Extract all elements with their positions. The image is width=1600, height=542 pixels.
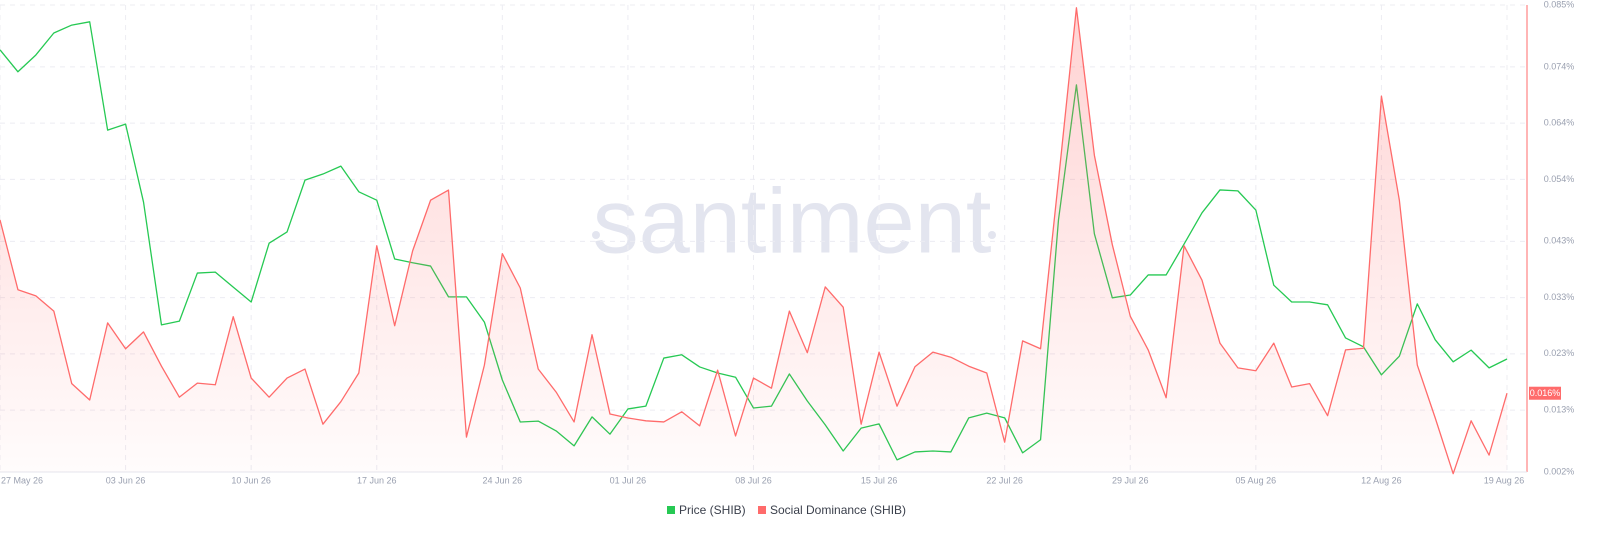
value-badge: [1529, 386, 1561, 400]
line: [0, 7, 1508, 475]
x-tick-label: 05 Aug 26: [1236, 475, 1277, 485]
x-tick-label: 17 Jun 26: [357, 475, 397, 485]
watermark-text: santiment: [593, 170, 992, 272]
y2-tick-label: 0.002%: [1544, 466, 1575, 476]
x-tick-label: 19 Aug 26: [1484, 475, 1525, 485]
y2-tick-label: 0.085%: [1544, 0, 1575, 9]
y2-tick-label: 0.054%: [1544, 174, 1575, 184]
x-tick-label: 15 Jul 26: [861, 475, 898, 485]
legend-swatch: [758, 506, 766, 514]
area: [0, 7, 1507, 474]
watermark-dot: [592, 231, 600, 239]
y2-tick-label: 0.023%: [1544, 348, 1575, 358]
y2-tick-label: 0.013%: [1544, 404, 1575, 414]
x-tick-label: 12 Aug 26: [1361, 475, 1402, 485]
watermark-dot: [988, 231, 996, 239]
y2-tick-label: 0.064%: [1544, 118, 1575, 128]
x-tick-label: 10 Jun 26: [231, 475, 271, 485]
y2-tick-label: 0.074%: [1544, 61, 1575, 71]
legend-swatch: [667, 506, 675, 514]
x-tick-label: 22 Jul 26: [986, 475, 1023, 485]
x-tick-label: 27 May 26: [1, 475, 43, 485]
watermark: santiment: [592, 170, 996, 272]
y2-tick-label: 0.033%: [1544, 292, 1575, 302]
x-tick-label: 01 Jul 26: [610, 475, 647, 485]
legend-label: Social Dominance (SHIB): [770, 503, 906, 517]
x-tick-label: 03 Jun 26: [106, 475, 146, 485]
x-tick-label: 08 Jul 26: [735, 475, 772, 485]
x-tick-label: 29 Jul 26: [1112, 475, 1149, 485]
x-tick-label: 24 Jun 26: [483, 475, 523, 485]
y2-tick-label: 0.043%: [1544, 236, 1575, 246]
value-label: 0.016%: [1530, 388, 1561, 398]
legend: Price (SHIB) Social Dominance (SHIB): [667, 503, 906, 517]
legend-label: Price (SHIB): [679, 503, 746, 517]
